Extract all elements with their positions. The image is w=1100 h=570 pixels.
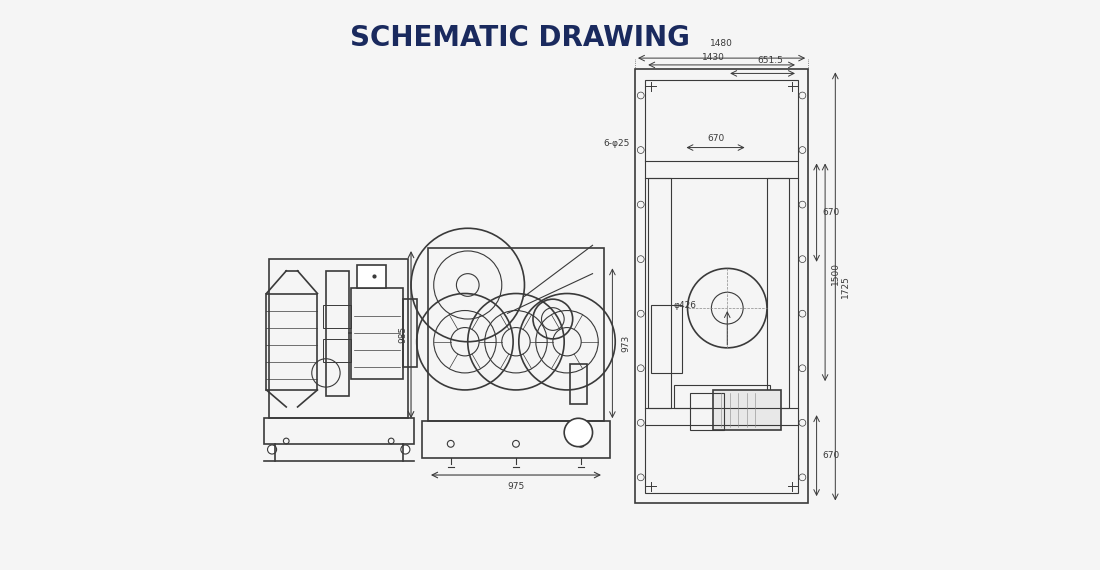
Bar bbox=[767, 178, 790, 408]
Bar bbox=[266, 294, 318, 390]
Bar bbox=[691, 393, 725, 430]
Bar bbox=[264, 418, 414, 444]
Bar bbox=[428, 248, 604, 421]
Bar bbox=[648, 178, 671, 408]
Text: 975: 975 bbox=[507, 482, 525, 491]
Bar bbox=[713, 390, 781, 430]
Bar bbox=[422, 421, 609, 458]
Text: 1430: 1430 bbox=[702, 52, 725, 62]
Text: SCHEMATIC DRAWING: SCHEMATIC DRAWING bbox=[350, 25, 690, 52]
Bar bbox=[352, 288, 403, 378]
Bar bbox=[673, 385, 770, 408]
Bar bbox=[323, 339, 352, 361]
Circle shape bbox=[400, 445, 410, 454]
Text: 651.5: 651.5 bbox=[757, 56, 783, 65]
Bar bbox=[646, 80, 798, 493]
Text: 985: 985 bbox=[398, 326, 407, 343]
Circle shape bbox=[267, 445, 276, 454]
Bar bbox=[326, 271, 349, 396]
Text: 1725: 1725 bbox=[842, 275, 850, 298]
Text: 670: 670 bbox=[823, 451, 839, 460]
Bar bbox=[635, 70, 808, 503]
Circle shape bbox=[564, 418, 593, 447]
Bar bbox=[358, 265, 385, 288]
Text: 1500: 1500 bbox=[830, 262, 839, 285]
Text: φ426: φ426 bbox=[673, 301, 696, 310]
Bar bbox=[570, 364, 587, 404]
Text: 1480: 1480 bbox=[711, 39, 733, 48]
Bar bbox=[651, 305, 682, 373]
Text: 973: 973 bbox=[620, 335, 630, 352]
Text: 6-φ25: 6-φ25 bbox=[603, 139, 629, 148]
Text: 670: 670 bbox=[823, 208, 839, 217]
Bar bbox=[270, 259, 408, 418]
Text: 670: 670 bbox=[707, 134, 725, 143]
Bar bbox=[323, 305, 352, 328]
Bar bbox=[403, 299, 417, 367]
